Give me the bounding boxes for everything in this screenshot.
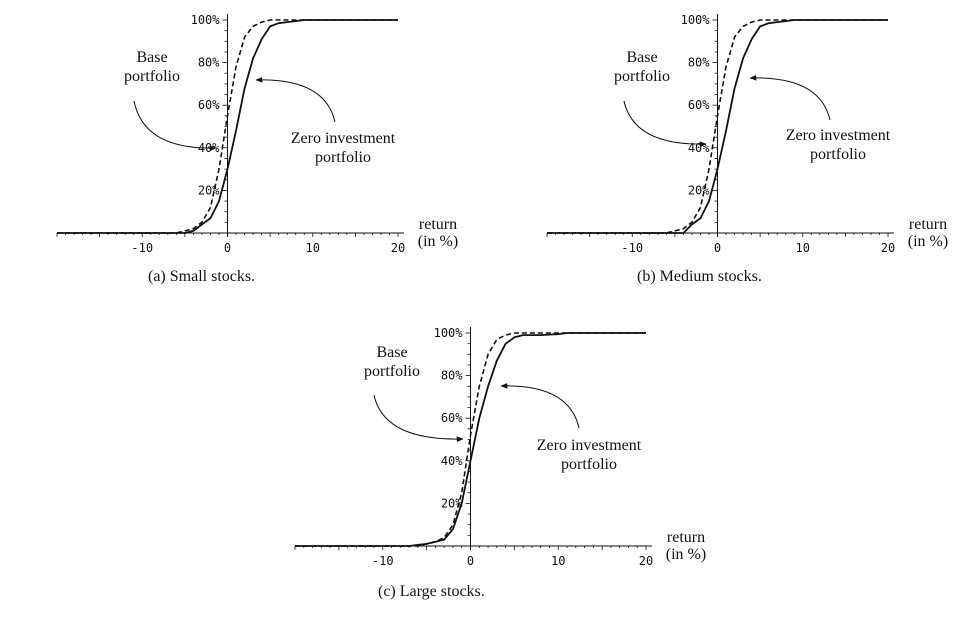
zero-investment-portfolio-annotation-arrow [749, 75, 831, 121]
zero-investment-portfolio-annotation-arrow [500, 383, 580, 429]
x-tick-label: 0 [224, 241, 231, 255]
base-portfolio-line [57, 19, 398, 234]
x-axis-label: return (in %) [908, 216, 948, 250]
y-tick-label: 20% [198, 183, 220, 197]
base-portfolio-annotation-arrow [623, 100, 707, 147]
y-tick-label: 40% [688, 141, 710, 155]
y-tick-label: 100% [681, 13, 711, 27]
x-tick-label: 20 [881, 241, 895, 255]
chart-panel-large-stocks: -10 0 10 20 20% 40% 60% 80% 100% return (in %) Base… [238, 317, 718, 617]
x-tick-label: 20 [391, 241, 405, 255]
zero-investment-portfolio-annotation: Zero investment portfolio [786, 127, 891, 163]
y-tick-label: 80% [198, 56, 220, 70]
x-tick-label: -10 [621, 241, 643, 255]
base-portfolio-line [547, 19, 888, 234]
y-tick-label: 60% [441, 411, 463, 425]
x-axis-label: return (in %) [418, 216, 458, 250]
y-tick-label: 40% [441, 454, 463, 468]
y-tick-label: 80% [441, 369, 463, 383]
y-tick-label: 100% [191, 13, 221, 27]
x-tick-label: 10 [306, 241, 320, 255]
base-portfolio-annotation: Base portfolio [614, 49, 670, 85]
zero-investment-portfolio-line [57, 19, 398, 234]
x-axis-label: return (in %) [666, 529, 706, 563]
zero-investment-portfolio-line [547, 19, 888, 234]
caption-small-stocks: (a) Small stocks. [148, 268, 256, 285]
base-portfolio-annotation-arrow [133, 100, 217, 151]
zero-investment-portfolio-annotation-arrow [255, 77, 336, 123]
x-tick-label: 0 [467, 554, 474, 568]
x-tick-label: 20 [639, 554, 653, 568]
chart-medium-stocks: -10 0 10 20 20% 40% 60% 80% 100% return (in %) Base… [546, 13, 948, 255]
caption-medium-stocks: (b) Medium stocks. [637, 268, 762, 285]
x-tick-label: 10 [796, 241, 810, 255]
zero-investment-portfolio-annotation: Zero investment portfolio [291, 130, 396, 166]
y-tick-label: 80% [688, 56, 710, 70]
y-tick-label: 100% [434, 326, 464, 340]
caption-large-stocks: (c) Large stocks. [378, 583, 485, 600]
zero-investment-portfolio-annotation: Zero investment portfolio [537, 437, 642, 473]
y-tick-label: 20% [688, 183, 710, 197]
chart-panel-small-stocks: -10 0 10 20 20% 40% 60% 80% 100% return (in %) Base… [0, 0, 480, 300]
y-tick-label: 60% [198, 98, 220, 112]
chart-panel-medium-stocks: -10 0 10 20 20% 40% 60% 80% 100% return (in %) Base… [490, 0, 966, 300]
base-portfolio-annotation-arrow [373, 394, 464, 442]
x-tick-label: -10 [131, 241, 153, 255]
y-tick-label: 60% [688, 98, 710, 112]
x-tick-label: -10 [372, 554, 394, 568]
x-tick-label: 10 [551, 554, 565, 568]
zero-investment-portfolio-line [295, 332, 646, 547]
x-tick-label: 0 [714, 241, 721, 255]
base-portfolio-annotation: Base portfolio [364, 344, 420, 380]
base-portfolio-annotation: Base portfolio [124, 49, 180, 85]
